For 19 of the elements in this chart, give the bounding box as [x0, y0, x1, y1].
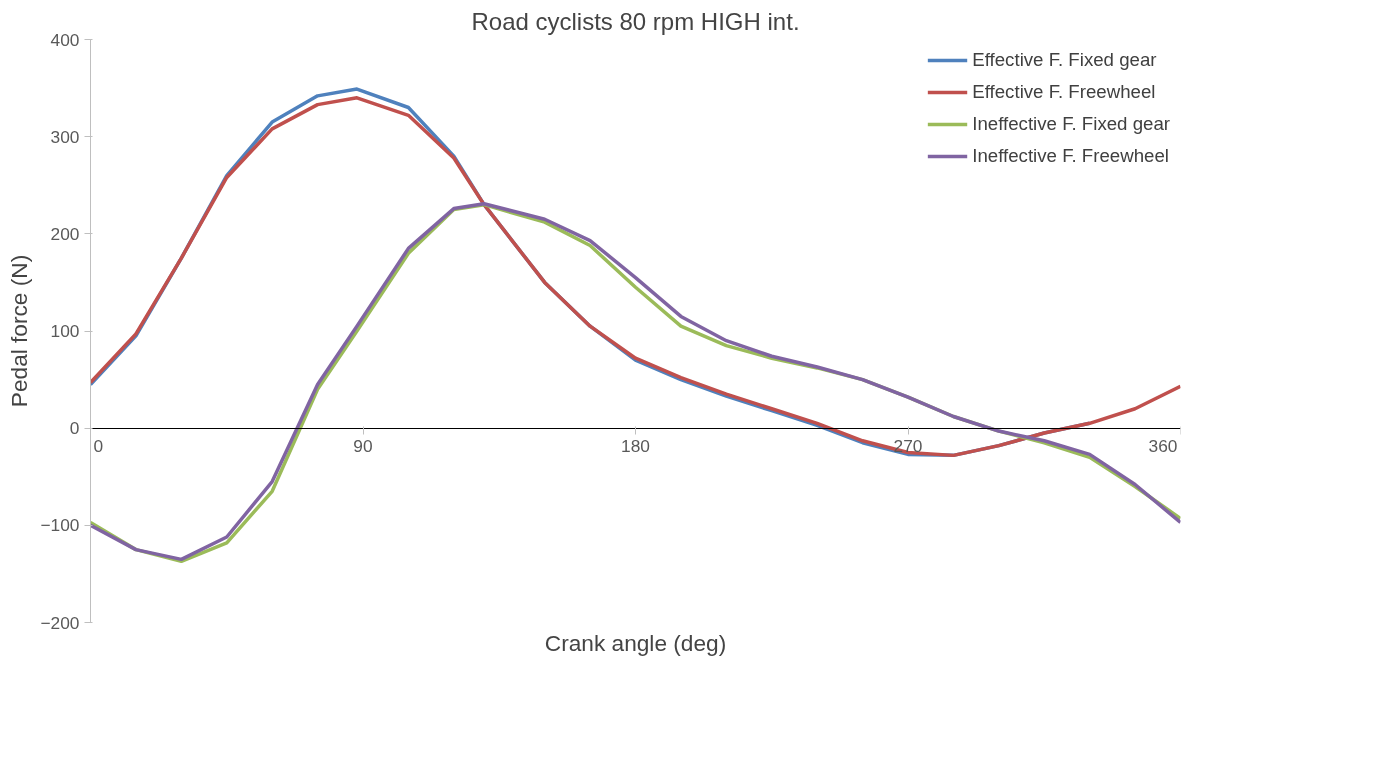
- x-tick-label: 360: [1148, 436, 1178, 457]
- y-tick-label: 200: [50, 223, 80, 244]
- legend-label: Effective F. Fixed gear: [972, 49, 1157, 71]
- chart-title: Road cyclists 80 rpm HIGH int.: [471, 7, 800, 35]
- y-axis-title: Pedal force (N): [6, 254, 33, 408]
- x-tick-label: 270: [893, 436, 923, 457]
- y-tick-label: 300: [50, 126, 80, 147]
- x-axis-title: Crank angle (deg): [544, 629, 727, 656]
- y-tick-label: −200: [40, 612, 80, 633]
- x-tick-label: 90: [353, 436, 373, 457]
- y-tick-label: −100: [40, 515, 80, 536]
- x-tick-label: 0: [93, 436, 104, 457]
- y-tick-label: 0: [69, 418, 80, 439]
- legend-label: Ineffective F. Fixed gear: [972, 113, 1170, 135]
- legend-label: Effective F. Freewheel: [972, 81, 1156, 103]
- y-tick-label: 100: [50, 321, 80, 341]
- legend-label: Ineffective F. Freewheel: [972, 145, 1169, 167]
- y-tick-label: 400: [50, 29, 80, 50]
- x-tick-label: 180: [621, 436, 650, 457]
